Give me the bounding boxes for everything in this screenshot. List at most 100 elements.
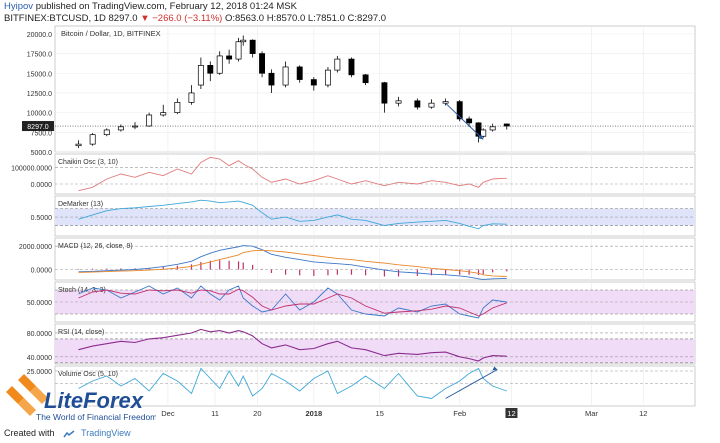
chart-area[interactable]: 20000.0 17500.0 15000.0 12500.0 10000.0 7500.… [0, 24, 720, 420]
y-tick-label: 10000.0 [27, 111, 52, 118]
candle-body [207, 65, 214, 74]
candle-body [174, 102, 181, 113]
candle-body [160, 112, 167, 116]
candle-body [89, 134, 96, 145]
candle-body [226, 55, 233, 60]
y-tick-label: 2000.0000 [19, 244, 52, 251]
candle-2017-11-27 [146, 112, 153, 127]
candle-2018-01-29 [442, 98, 449, 106]
candle-2018-01-19 [395, 96, 402, 107]
panel-frame [54, 25, 696, 153]
candle-2017-12-10 [207, 61, 214, 82]
candle-2018-01-09 [348, 57, 355, 78]
volume-arrow [445, 369, 498, 399]
candle-body [428, 102, 435, 108]
trend-arrow [445, 102, 484, 140]
symbol-line: BITFINEX:BTCUSD, 1D 8297.0 ▼ −266.0 (−3.… [4, 13, 386, 24]
candle-body [268, 72, 275, 86]
candle-body [381, 82, 388, 104]
candle-2017-11-18 [103, 128, 110, 137]
candle-2017-11-12 [75, 140, 82, 149]
candle-body [442, 101, 449, 104]
candle-2018-02-11 [503, 123, 510, 130]
y-tick-label: 12500.0 [27, 91, 52, 98]
indicator-band [55, 338, 695, 363]
logo-mark-icon [6, 374, 48, 416]
candle-body [235, 41, 242, 60]
panel-title: Chaikin Osc (3, 10) [58, 159, 118, 166]
panel-title: Stoch (14, 3, 3) [58, 287, 106, 294]
candle-body [259, 53, 266, 74]
publish-line: Hyipov published on TradingView.com, Feb… [4, 1, 297, 12]
panel-0: 20000.0 17500.0 15000.0 12500.0 10000.0 7500.… [22, 25, 696, 157]
candle-body [456, 101, 463, 120]
panel-title: Volume Osc (5, 10) [58, 371, 118, 378]
candle-body [414, 100, 421, 108]
candle-body [216, 55, 223, 74]
ohlc-values: O:8563.0 H:8570.0 L:7851.0 C:8297.0 [224, 13, 387, 24]
y-tick-label: 0.0000 [31, 182, 53, 189]
x-tick-highlight [505, 408, 518, 418]
publisher-name[interactable]: Hyipov [4, 1, 34, 12]
price-change: ▼ −266.0 (−3.11%) [140, 13, 223, 24]
rsi-line [78, 328, 507, 362]
logo-text: LiteForex [44, 388, 144, 413]
panel-title: MACD (12, 26, close, 9) [58, 243, 133, 250]
panel-3: 2000.0000 0.0000 MACD (12, 26, close, 9) [19, 237, 696, 281]
candle-2018-02-06 [480, 128, 487, 138]
candle-body [475, 122, 482, 137]
x-tick-label: 12 [507, 409, 515, 418]
panel-frame [54, 237, 696, 281]
x-tick-label: 15 [376, 409, 384, 418]
candle-body [489, 126, 496, 131]
candle-body [282, 66, 289, 86]
candle-2018-02-01 [456, 100, 463, 122]
candle-2017-11-15 [89, 133, 96, 146]
x-tick-label: 20 [253, 409, 261, 418]
candle-body [480, 129, 487, 137]
candle-2018-01-23 [414, 98, 421, 110]
candle-body [503, 123, 510, 127]
candle-body [466, 118, 473, 124]
created-with-label: Created with [4, 428, 55, 438]
panel-title: RSI (14, close) [58, 329, 104, 336]
y-tick-label: 50.0000 [27, 300, 52, 307]
panel-2: 0.5000 DeMarker (13) [31, 195, 696, 237]
x-tick-label: Feb [453, 409, 466, 418]
demarker-line [78, 199, 507, 230]
candle-2017-12-06 [188, 85, 195, 105]
candle-2017-12-14 [226, 49, 233, 64]
stoch-d-line [78, 288, 507, 317]
candle-2017-12-12 [216, 51, 223, 75]
candle-2018-01-16 [381, 81, 388, 113]
y-tick-label: 0.0000 [31, 268, 53, 275]
candle-2017-12-19 [249, 39, 256, 58]
tradingview-link[interactable]: TradingView [81, 428, 131, 438]
y-tick-label: 20000.0 [27, 32, 52, 39]
x-tick-label: Mar [585, 409, 598, 418]
candle-body [75, 143, 82, 147]
candle-2018-01-12 [362, 74, 369, 86]
candle-body [103, 129, 110, 136]
footer: Created with TradingView [4, 428, 131, 438]
candle-2017-12-17 [240, 35, 247, 46]
y-tick-label: 0.5000 [31, 215, 53, 222]
candle-body [188, 92, 195, 103]
candle-body [249, 39, 256, 54]
chaikin-line [78, 156, 507, 192]
publish-info: published on TradingView.com, February 1… [35, 1, 297, 12]
x-tick-label: Dec [161, 409, 175, 418]
candle-2018-02-08 [489, 123, 496, 132]
signal-line [78, 249, 507, 277]
tradingview-icon [63, 430, 75, 438]
y-tick-label: 15000.0 [27, 71, 52, 78]
panel-5: 80.0000 40.0000 RSI (14, close) [27, 323, 696, 365]
candle-2017-12-29 [296, 65, 303, 83]
candle-2017-12-26 [282, 61, 289, 88]
volume-osc-line [78, 367, 507, 399]
candle-2017-12-16 [235, 37, 242, 62]
candle-body [395, 100, 402, 104]
candle-body [296, 66, 303, 80]
candle-2017-12-21 [259, 51, 266, 78]
candle-2017-11-21 [117, 124, 124, 132]
